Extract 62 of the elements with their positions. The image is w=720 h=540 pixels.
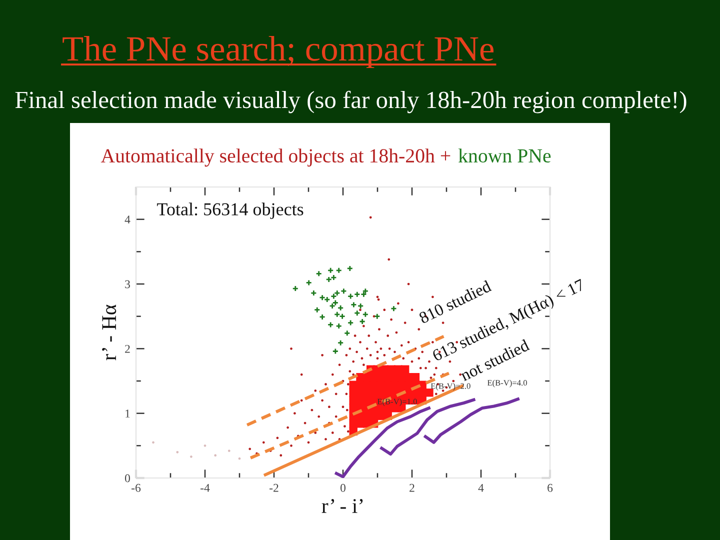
y-axis-title: r’ - Hα [102,304,116,360]
point [344,330,350,336]
annotation: Total: 56314 objects [157,202,304,220]
y-tick-label: 2 [125,344,130,353]
point [334,311,340,318]
point [337,340,344,346]
x-tick-label: -6 [132,484,141,492]
point [330,293,337,300]
x-tick-label: 0 [340,484,346,492]
x-axis-title: r’ - i’ [322,499,363,513]
chart-title: The PNe search; compact PNe [62,36,494,68]
point [214,454,217,457]
point [357,302,364,310]
point [316,270,322,277]
y-tick-label: 1 [126,410,130,418]
point [340,288,347,294]
point [306,280,312,286]
point [314,306,320,314]
point [359,318,366,325]
point [327,267,334,274]
point [337,304,344,312]
point [336,322,342,330]
point [292,285,299,292]
point [354,310,360,316]
x-tick-label: -2 [270,484,278,492]
point [310,290,317,296]
annotation: E(B-V)=1.0 [377,398,417,406]
point [350,302,357,308]
x-tick-label: -4 [200,484,210,492]
point [327,322,334,328]
point [332,348,339,354]
point [329,302,336,310]
point [360,291,367,298]
y-tick-label: 4 [124,216,130,224]
point [332,300,339,306]
point [319,294,326,301]
point [354,291,360,298]
line-series [424,398,520,444]
point [346,265,354,272]
y-tick-label: 3 [125,280,130,288]
point [176,450,179,454]
point [390,305,397,312]
x-tick-label: 2 [410,484,414,492]
point [347,293,354,300]
point [319,314,326,320]
point [339,313,346,320]
x-tick-label: 4 [478,484,484,492]
text: known PNe [458,148,551,163]
point [334,290,340,296]
point [324,296,330,303]
point [362,311,369,318]
point [336,267,342,274]
x-tick-label: 6 [548,484,553,492]
point [228,450,230,452]
annotation: E(B-V)=4.0 [487,380,527,388]
chart-subtitle: Final selection made visually (so far only 18h-20h region complete!) [15,90,686,114]
point [374,313,380,320]
y-tick-label: 0 [124,474,130,482]
line-series [334,406,430,478]
point [347,320,354,326]
point [362,288,369,294]
text: Automatically selected objects at 18h-20h + [100,148,450,167]
